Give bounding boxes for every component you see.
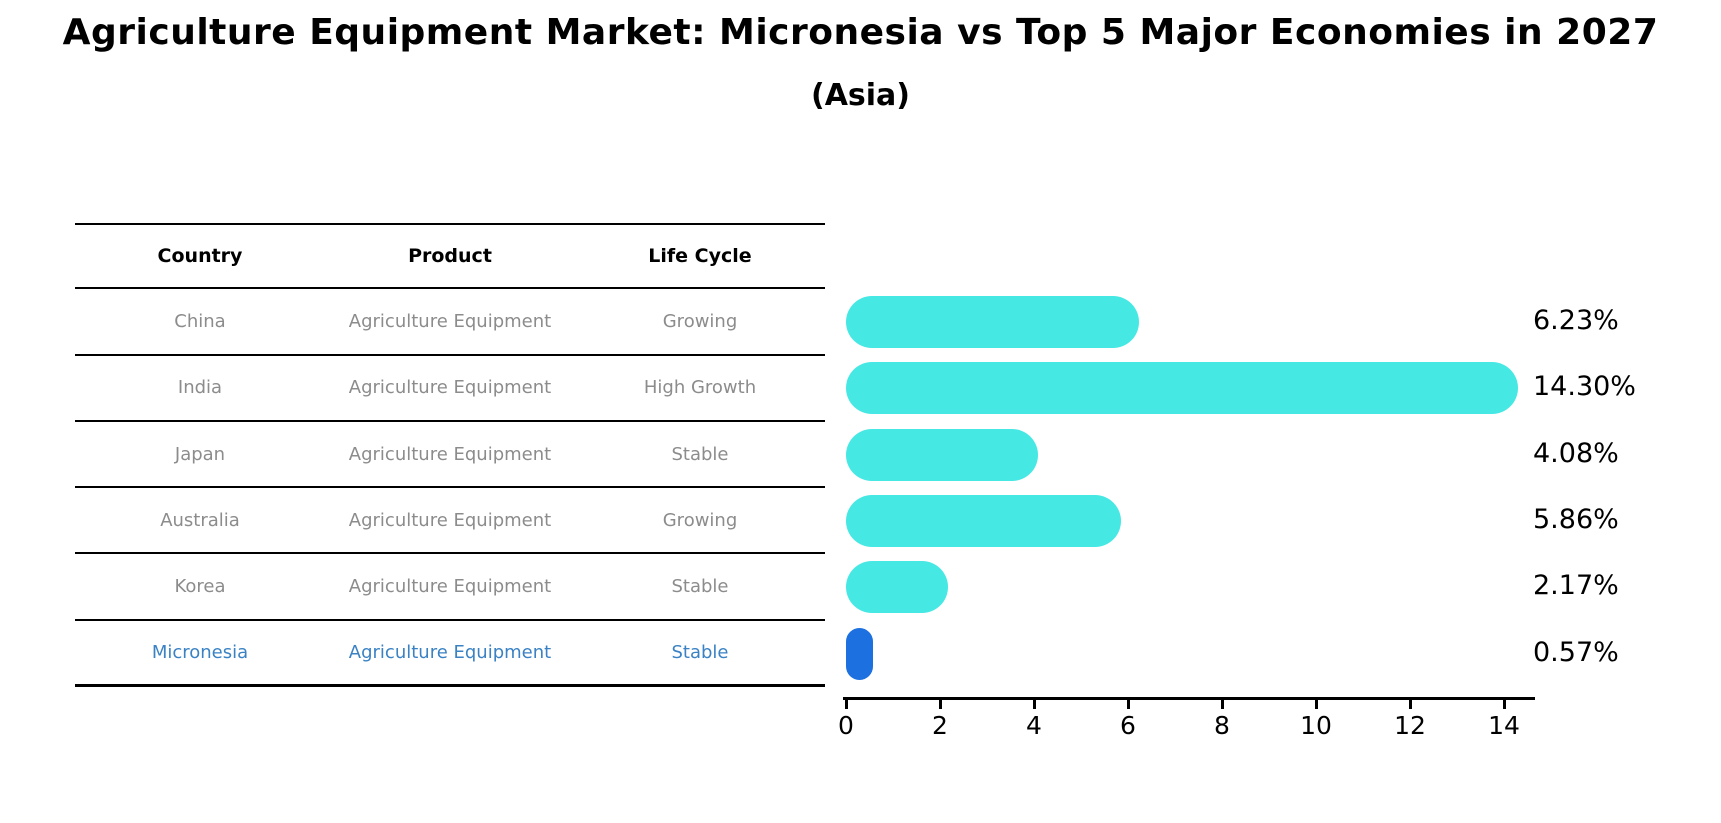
bar — [846, 362, 1518, 415]
header-country: Country — [157, 245, 243, 268]
cell-country: India — [177, 377, 223, 399]
table-row: Australia Agriculture Equipment Growing — [75, 488, 825, 555]
table-row: India Agriculture Equipment High Growth — [75, 356, 825, 422]
cell-product: Agriculture Equipment — [348, 443, 552, 465]
table-header-row: Country Product Life Cycle — [75, 223, 825, 290]
header-life-cycle: Life Cycle — [648, 245, 752, 268]
chart-title: Agriculture Equipment Market: Micronesia… — [62, 12, 1659, 53]
cell-life-cycle: Stable — [671, 576, 729, 598]
bar — [846, 627, 873, 680]
cell-product: Agriculture Equipment — [348, 310, 552, 332]
x-axis-tick-label: 2 — [932, 711, 948, 740]
x-axis-tick-label: 4 — [1026, 711, 1042, 740]
value-label: 4.08% — [1533, 437, 1619, 469]
cell-product: Agriculture Equipment — [348, 509, 552, 531]
cell-country: Australia — [160, 509, 240, 531]
x-axis-tick-mark — [1220, 700, 1224, 709]
x-axis-tick-mark — [1502, 700, 1506, 709]
table-row: China Agriculture Equipment Growing — [75, 289, 825, 356]
cell-country: Korea — [174, 576, 226, 598]
cell-life-cycle: High Growth — [643, 377, 757, 399]
x-axis-line — [843, 697, 1535, 700]
x-axis-tick-label: 12 — [1394, 711, 1426, 740]
value-label: 0.57% — [1533, 636, 1619, 668]
cell-product: Agriculture Equipment — [348, 377, 552, 399]
x-axis-tick-mark — [1314, 700, 1318, 709]
bar — [846, 296, 1139, 349]
value-label: 2.17% — [1533, 570, 1619, 602]
x-axis-tick-label: 8 — [1214, 711, 1230, 740]
x-axis-tick-mark — [1126, 700, 1130, 709]
cell-life-cycle: Growing — [662, 310, 738, 332]
value-label: 14.30% — [1533, 371, 1636, 403]
x-axis-tick-mark — [844, 700, 848, 709]
table-body: China Agriculture Equipment Growing Indi… — [75, 289, 825, 688]
table-row: Korea Agriculture Equipment Stable — [75, 554, 825, 621]
cell-product: Agriculture Equipment — [348, 576, 552, 598]
cell-product: Agriculture Equipment — [348, 641, 552, 663]
x-axis-tick-label: 0 — [838, 711, 854, 740]
bar — [846, 495, 1121, 548]
chart-subtitle: (Asia) — [810, 78, 911, 113]
x-axis-tick-label: 6 — [1120, 711, 1136, 740]
x-axis-tick-label: 10 — [1300, 711, 1332, 740]
x-axis-tick-mark — [1032, 700, 1036, 709]
bar — [846, 428, 1038, 481]
country-table: Country Product Life Cycle China Agricul… — [75, 223, 825, 688]
cell-life-cycle: Stable — [671, 641, 729, 663]
bar — [846, 561, 948, 614]
cell-life-cycle: Stable — [671, 443, 729, 465]
value-label: 6.23% — [1533, 305, 1619, 337]
cell-country: Micronesia — [151, 641, 249, 663]
value-label: 5.86% — [1533, 504, 1619, 536]
x-axis-tick-mark — [938, 700, 942, 709]
cell-country: Japan — [174, 443, 226, 465]
table-row: Japan Agriculture Equipment Stable — [75, 422, 825, 489]
x-axis-tick-label: 14 — [1488, 711, 1520, 740]
table-row: Micronesia Agriculture Equipment Stable — [75, 621, 825, 688]
cell-life-cycle: Growing — [662, 509, 738, 531]
cell-country: China — [174, 310, 226, 332]
x-axis-tick-mark — [1408, 700, 1412, 709]
header-product: Product — [408, 245, 492, 268]
